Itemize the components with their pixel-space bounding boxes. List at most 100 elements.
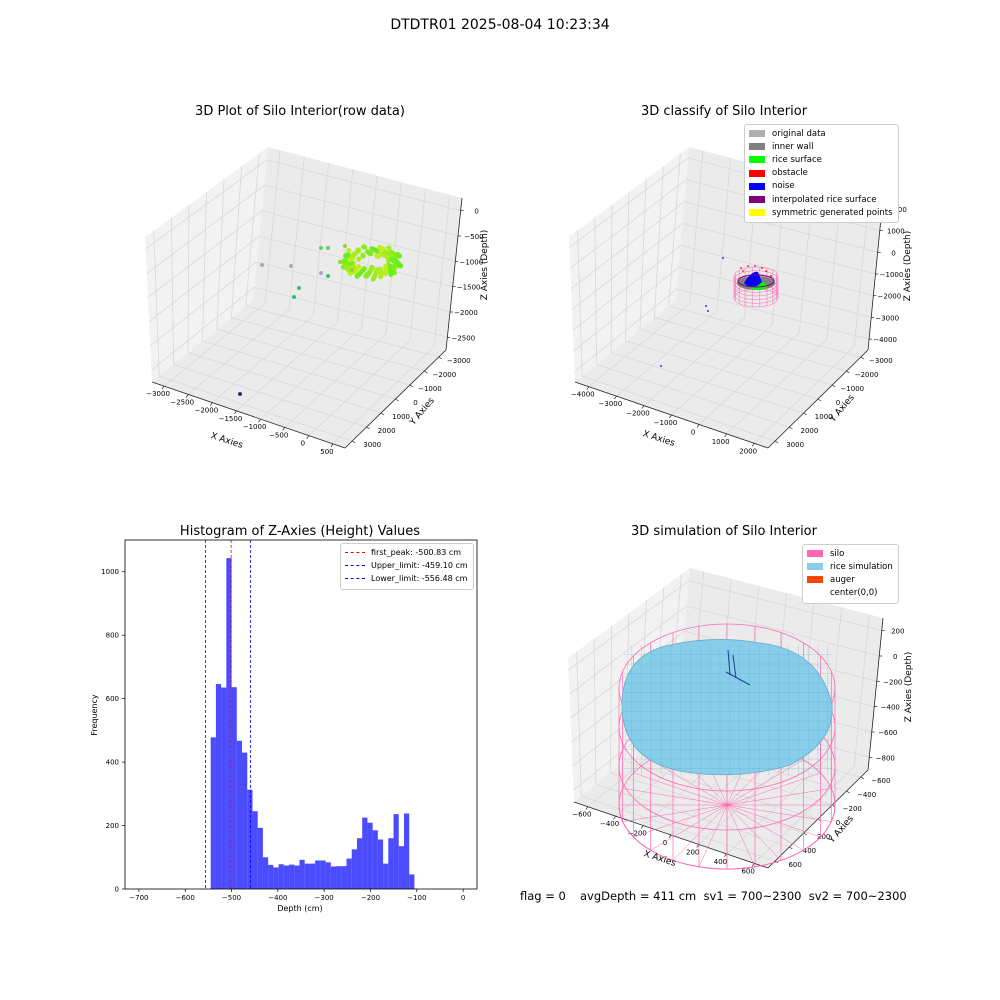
cls-grid-line bbox=[639, 328, 833, 386]
raw-point bbox=[397, 253, 403, 259]
legend-label: auger bbox=[830, 574, 855, 585]
raw-x-tick bbox=[282, 427, 285, 431]
legend-label: original data bbox=[772, 128, 826, 139]
raw-y-tick bbox=[395, 398, 399, 402]
legend-swatch bbox=[807, 576, 823, 584]
raw-point bbox=[383, 270, 388, 276]
cls-x-tick bbox=[696, 424, 700, 428]
histogram-background bbox=[125, 540, 477, 889]
raw-grid-line bbox=[230, 166, 243, 318]
raw-z-tick-label: −500 bbox=[464, 233, 483, 241]
simulation-y-label: Y Axies bbox=[827, 814, 856, 846]
histogram-bar bbox=[294, 865, 300, 889]
raw-point bbox=[350, 268, 354, 272]
cls-grid-line bbox=[570, 201, 878, 290]
histogram-bar bbox=[351, 849, 357, 889]
sim-x-tick-label: 400 bbox=[714, 858, 727, 866]
histogram-bar bbox=[309, 863, 316, 889]
histogram-title: Histogram of Z-Axies (Height) Values bbox=[179, 524, 421, 539]
classify-legend-item: interpolated rice surface bbox=[749, 193, 893, 206]
sim-auger bbox=[725, 649, 751, 686]
histogram-bar bbox=[257, 827, 263, 889]
cls-x-tick bbox=[669, 414, 672, 419]
raw-z-axis-line bbox=[445, 197, 463, 351]
classify-legend-item: symmetric generated points bbox=[749, 206, 893, 219]
raw-x-tick bbox=[161, 385, 165, 390]
raw-grid-line bbox=[245, 153, 260, 306]
raw-y-tick bbox=[366, 426, 370, 430]
histogram-bar bbox=[273, 867, 279, 889]
cls-grid-line bbox=[654, 317, 847, 372]
legend-swatch bbox=[807, 563, 823, 571]
cls-left-pane bbox=[569, 147, 689, 382]
raw-point bbox=[368, 251, 374, 257]
legend-label: Lower_limit: -556.48 cm bbox=[371, 574, 468, 584]
sim-floor-spoke bbox=[726, 759, 804, 806]
raw-point bbox=[356, 248, 361, 254]
cls-grid-line bbox=[571, 223, 876, 310]
raw-point bbox=[340, 264, 346, 270]
histogram-x-tick-label: −500 bbox=[222, 894, 241, 902]
raw-x-tick-label: −1000 bbox=[243, 423, 267, 431]
raw-3d-points bbox=[238, 244, 404, 396]
cls-y-tick bbox=[774, 440, 779, 444]
raw-point bbox=[347, 261, 353, 267]
classify-legend: original data inner wall rice surface obsta… bbox=[744, 124, 899, 224]
raw-y-tick-label: 0 bbox=[413, 399, 417, 407]
raw-x-tick bbox=[210, 402, 213, 406]
histogram-y-tick-label: 200 bbox=[106, 822, 119, 830]
sim-rice-body bbox=[621, 639, 833, 776]
histogram-y-tick-label: 0 bbox=[115, 886, 119, 894]
histogram-bar bbox=[362, 817, 368, 889]
sim-z-tick-label: 0 bbox=[893, 653, 897, 661]
cls-obstacle-point bbox=[747, 265, 749, 267]
histogram-legend-item: first_peak: -500.83 cm bbox=[345, 546, 468, 559]
sim-floor-spoke bbox=[633, 804, 728, 838]
raw-point bbox=[350, 253, 356, 258]
sim-z-tick-label: −800 bbox=[876, 754, 895, 762]
sim-x-tick bbox=[613, 815, 616, 820]
cls-y-tick-label: 2000 bbox=[801, 427, 819, 435]
simulation-legend-item: silo bbox=[807, 547, 893, 560]
raw-point bbox=[388, 272, 394, 277]
raw-x-axis-line bbox=[151, 381, 346, 449]
sim-floor-spoke bbox=[726, 804, 756, 867]
histogram-x-tick-label: −300 bbox=[315, 894, 334, 902]
legend-label: Upper_limit: -459.10 cm bbox=[371, 561, 468, 571]
raw-grid-line bbox=[231, 317, 425, 372]
histogram-bar bbox=[236, 740, 243, 889]
cls-x-tick-label: −2000 bbox=[626, 410, 650, 418]
cls-obstacle-point bbox=[754, 265, 756, 267]
simulation-legend-item: auger bbox=[807, 573, 893, 586]
raw-point bbox=[347, 257, 352, 263]
raw-y-tick-label: 1000 bbox=[392, 413, 410, 421]
cls-x-tick bbox=[724, 433, 727, 438]
sim-z-tick-label: 200 bbox=[891, 628, 904, 636]
legend-label: rice simulation bbox=[830, 561, 893, 572]
legend-swatch bbox=[749, 209, 765, 217]
simulation-legend-item: rice simulation bbox=[807, 560, 893, 573]
histogram-legend: first_peak: -500.83 cm Upper_limit: -459.… bbox=[340, 543, 474, 590]
cls-x-tick-label: −3000 bbox=[599, 400, 623, 408]
cls-obstacle-point bbox=[765, 270, 767, 272]
histogram-bar bbox=[242, 752, 248, 889]
histogram-bar bbox=[210, 737, 216, 889]
raw-point bbox=[346, 248, 352, 254]
raw-x-tick-label: −2500 bbox=[170, 398, 194, 406]
histogram-bar bbox=[315, 860, 321, 889]
histogram-plot-area: −700 −600 −500 −400 −300 −200 −100 0 0 200 400 600 8… bbox=[101, 539, 478, 902]
legend-line bbox=[345, 565, 365, 567]
raw-x-label: X Axies bbox=[209, 431, 244, 451]
raw-point bbox=[338, 260, 342, 264]
simulation-plot-title: 3D simulation of Silo Interior bbox=[631, 524, 817, 539]
cls-obstacle-point bbox=[761, 267, 763, 269]
raw-point bbox=[238, 392, 242, 396]
sim-y-tick-label: 400 bbox=[803, 847, 816, 855]
raw-point bbox=[343, 244, 347, 248]
sim-floor-spoke bbox=[650, 804, 728, 851]
legend-swatch bbox=[749, 143, 765, 151]
histogram-bar bbox=[367, 822, 373, 889]
sim-y-tick-label: −400 bbox=[857, 791, 876, 799]
sim-z-tick-label: −200 bbox=[883, 678, 902, 686]
sim-x-tick bbox=[585, 806, 589, 810]
